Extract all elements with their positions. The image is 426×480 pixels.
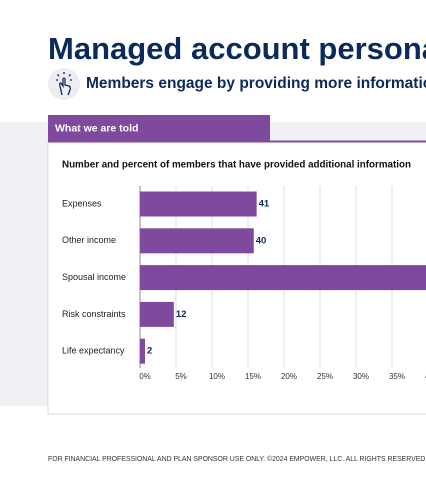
chart-title: Number and percent of members that have … [62, 160, 411, 171]
x-tick-label: 10% [209, 372, 225, 381]
x-tick-label: 40% [425, 372, 426, 381]
tab [48, 115, 270, 141]
x-tick-label: 5% [175, 372, 187, 381]
category-label: Life expectancy [62, 346, 125, 356]
x-tick-label: 15% [245, 372, 261, 381]
x-tick-label: 20% [281, 372, 297, 381]
bar [140, 191, 257, 217]
bar [140, 338, 146, 364]
plot: 0% 5% 10% 15% 20% 25% 30% 35% 40% Expenses 41 Other… [62, 186, 426, 381]
bar [140, 228, 254, 254]
x-tick-label: 30% [353, 372, 369, 381]
subtitle: Members engage by providing more informa… [86, 75, 426, 92]
tab-label: What we are told [55, 122, 138, 134]
bar [140, 265, 426, 291]
x-tick-label: 35% [389, 372, 405, 381]
data-label: 2 [147, 346, 152, 357]
category-label: Spousal income [62, 272, 126, 282]
footer: FOR FINANCIAL PROFESSIONAL AND PLAN SPON… [48, 455, 426, 463]
hand-icon [56, 72, 72, 96]
x-tick-label: 0% [139, 372, 151, 381]
category-label: Risk constraints [62, 309, 126, 319]
data-label: 40 [256, 235, 267, 246]
category-label: Expenses [62, 198, 102, 208]
data-label: 41 [259, 199, 270, 210]
bar [140, 301, 174, 327]
x-tick-label: 25% [317, 372, 333, 381]
data-label: 12 [176, 309, 187, 320]
category-label: Other income [62, 235, 116, 245]
page-title: Managed account persona [48, 31, 426, 66]
icon-circle [48, 68, 80, 100]
